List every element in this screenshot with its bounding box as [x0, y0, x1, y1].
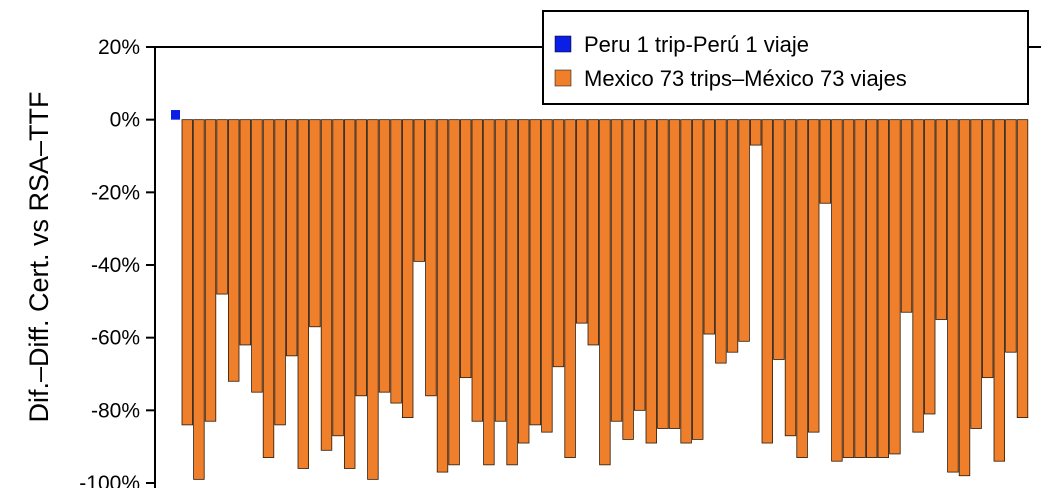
y-tick-label: -20% — [91, 181, 140, 204]
bar-mexico — [239, 119, 252, 346]
bar-mexico — [274, 119, 286, 426]
bar-mexico — [715, 119, 727, 364]
bar-mexico — [796, 119, 808, 458]
bar-mexico — [657, 119, 669, 429]
bar-peru — [171, 110, 180, 120]
bar-mexico — [193, 119, 205, 480]
bar-mexico — [541, 119, 553, 433]
bar-mexico — [309, 119, 321, 328]
bar-mexico — [471, 119, 484, 422]
bar-mexico — [912, 119, 924, 433]
bar-mexico — [320, 119, 333, 451]
bar-mexico — [552, 119, 565, 368]
bar-mexico — [842, 119, 855, 458]
bar-mexico — [761, 119, 774, 444]
legend: Peru 1 trip-Perú 1 viaje Mexico 73 trips… — [542, 10, 1029, 105]
bar-mexico — [1005, 119, 1017, 353]
bar-mexico — [425, 119, 437, 397]
bar-mexico — [668, 119, 681, 429]
bar-mexico — [680, 119, 692, 444]
bar-mexico — [251, 119, 263, 393]
bar-mexico — [889, 119, 901, 455]
y-tick-label: -40% — [91, 254, 140, 277]
bar-mexico — [494, 119, 507, 422]
legend-box — [542, 10, 1029, 105]
bar-mexico — [703, 119, 716, 335]
bar-mexico — [297, 119, 310, 469]
legend-swatch-peru — [554, 35, 572, 53]
bar-mexico — [773, 119, 785, 360]
bar-mexico — [935, 119, 948, 320]
bar-mexico — [355, 119, 368, 397]
bar-mexico — [900, 119, 913, 313]
bar-mexico — [819, 119, 832, 204]
bar-mexico — [390, 119, 402, 404]
bar-mexico — [181, 119, 194, 426]
bar-mexico — [854, 119, 866, 458]
bar-mexico — [645, 119, 658, 444]
bar-mexico — [692, 119, 704, 440]
bar-mexico — [576, 119, 588, 324]
bar-mexico — [610, 119, 623, 422]
bar-mexico — [448, 119, 460, 466]
bar-mexico — [529, 119, 542, 426]
bar-mexico — [343, 119, 356, 469]
bar-mexico — [808, 119, 820, 433]
bar-mexico — [622, 119, 634, 440]
bar-mexico — [970, 119, 982, 429]
bar-mexico — [285, 119, 298, 357]
bar-mexico — [1016, 119, 1029, 418]
bar-mexico — [993, 119, 1006, 462]
bar-mexico — [599, 119, 611, 466]
legend-label-mexico: Mexico 73 trips–México 73 viajes — [584, 66, 907, 91]
bar-mexico — [634, 119, 646, 411]
bar-mexico — [436, 119, 449, 473]
bar-mexico — [750, 119, 762, 146]
y-tick-label: -60% — [91, 327, 140, 350]
bar-mexico — [866, 119, 878, 458]
legend-swatch-mexico — [554, 69, 572, 87]
bar-mexico — [738, 119, 750, 342]
bars-group — [171, 110, 1029, 480]
y-tick-label: -80% — [91, 399, 140, 422]
bar-mexico — [401, 119, 414, 418]
y-tick-label: 20% — [98, 36, 140, 59]
legend-label-peru: Peru 1 trip-Perú 1 viaje — [584, 32, 809, 57]
bar-mexico — [877, 119, 890, 458]
bar-mexico — [958, 119, 971, 477]
y-tick-label: -100% — [79, 472, 140, 488]
bar-mexico — [216, 119, 228, 295]
bar-mexico — [831, 119, 843, 462]
bar-mexico — [413, 119, 426, 262]
y-axis: 20% 0% -20% -40% -60% -80% -100% — [79, 36, 156, 488]
bar-mexico — [332, 119, 344, 437]
bar-mexico — [982, 119, 994, 379]
bar-mexico — [947, 119, 959, 473]
bar-mexico — [367, 119, 379, 480]
bar-mexico — [784, 119, 797, 437]
bar-mexico — [587, 119, 600, 346]
bar-mexico — [483, 119, 495, 466]
y-tick-label: 0% — [110, 109, 140, 132]
bar-mexico — [204, 119, 217, 422]
bar-mexico — [518, 119, 530, 444]
bar-mexico — [378, 119, 391, 393]
bar-mexico — [726, 119, 739, 353]
bar-mexico — [262, 119, 275, 458]
bar-mexico — [564, 119, 576, 458]
y-axis-title: Dif.–Diff. Cert. vs RSA–TTF — [24, 91, 54, 422]
bar-mexico — [459, 119, 472, 379]
bar-mexico — [227, 119, 240, 382]
bar-mexico — [924, 119, 936, 415]
bar-mexico — [506, 119, 518, 466]
